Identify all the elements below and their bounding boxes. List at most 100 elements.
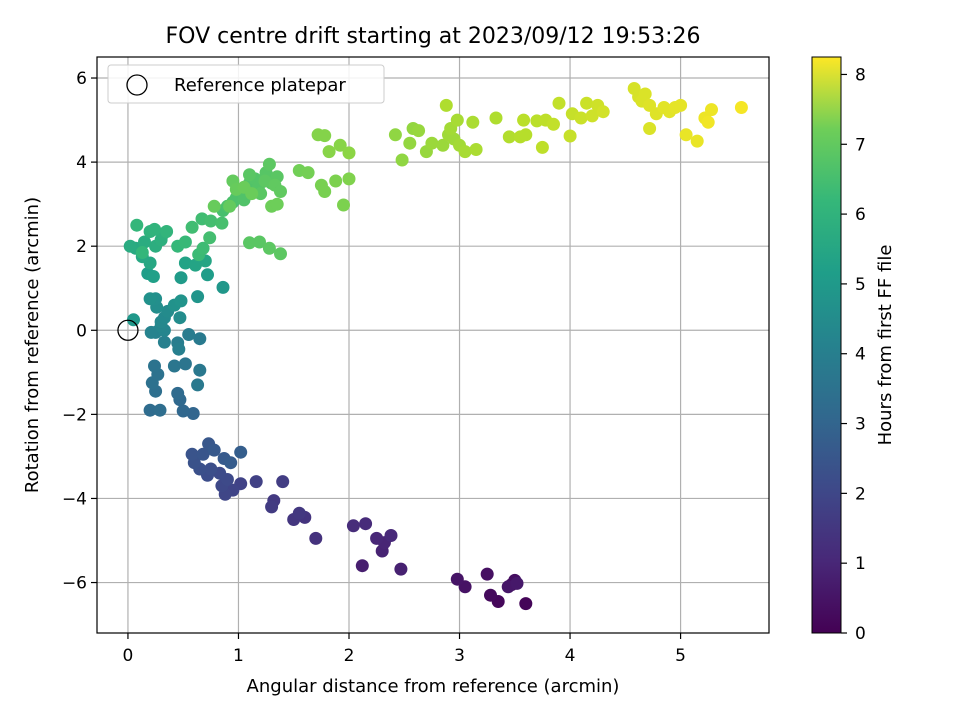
data-point bbox=[329, 174, 343, 188]
data-point bbox=[309, 531, 323, 545]
data-point bbox=[301, 166, 315, 180]
data-point bbox=[359, 517, 373, 531]
data-point bbox=[469, 143, 483, 156]
data-point bbox=[146, 270, 160, 283]
x-axis-ticks: 0 1 2 3 4 5 bbox=[123, 633, 686, 666]
data-point bbox=[412, 124, 426, 138]
data-point bbox=[596, 105, 610, 119]
legend-box bbox=[107, 64, 385, 104]
y-axis-label: Rotation from reference (arcmin) bbox=[22, 197, 43, 493]
data-point bbox=[186, 407, 200, 420]
legend: Reference platepar bbox=[107, 64, 385, 104]
colorbar-gradient bbox=[811, 56, 842, 634]
y-tick-label: −2 bbox=[62, 405, 87, 425]
data-point bbox=[276, 475, 290, 489]
data-point bbox=[207, 199, 221, 213]
data-point bbox=[249, 475, 263, 489]
data-point bbox=[185, 447, 199, 461]
data-point bbox=[585, 109, 599, 123]
data-point bbox=[196, 241, 210, 255]
data-point bbox=[262, 241, 276, 255]
data-point bbox=[144, 325, 158, 339]
x-axis-label: Angular distance from reference (arcmin) bbox=[247, 676, 620, 697]
data-point bbox=[234, 445, 248, 459]
data-point bbox=[193, 332, 207, 346]
data-point bbox=[701, 115, 715, 129]
data-point bbox=[201, 268, 214, 282]
data-point bbox=[254, 187, 268, 201]
data-point bbox=[355, 559, 369, 573]
data-point bbox=[552, 96, 566, 110]
colorbar-tick-label: 7 bbox=[855, 135, 866, 155]
data-point bbox=[157, 335, 171, 349]
data-point bbox=[160, 225, 174, 238]
data-point bbox=[346, 519, 360, 533]
data-point bbox=[458, 145, 472, 159]
data-point bbox=[519, 597, 533, 611]
data-point bbox=[196, 447, 210, 461]
x-tick-label: 1 bbox=[233, 646, 244, 666]
y-tick-label: 4 bbox=[76, 153, 87, 173]
data-point bbox=[638, 87, 652, 101]
legend-marker bbox=[126, 74, 148, 96]
data-point bbox=[370, 531, 384, 545]
data-point bbox=[215, 216, 229, 230]
data-point bbox=[450, 113, 464, 127]
data-point bbox=[574, 111, 588, 125]
data-point bbox=[143, 403, 157, 417]
data-point bbox=[318, 185, 332, 198]
data-point bbox=[243, 168, 256, 182]
data-point bbox=[679, 128, 693, 142]
colorbar-tick-label: 5 bbox=[855, 275, 866, 295]
data-point bbox=[734, 101, 748, 114]
data-point bbox=[182, 328, 196, 341]
data-point bbox=[204, 462, 218, 476]
data-point bbox=[394, 562, 408, 576]
data-point bbox=[547, 117, 560, 131]
data-point bbox=[172, 342, 186, 356]
data-point bbox=[143, 292, 157, 306]
data-point bbox=[519, 128, 533, 142]
data-point bbox=[224, 456, 238, 470]
data-point bbox=[130, 218, 144, 232]
data-point bbox=[173, 311, 187, 325]
data-point bbox=[245, 187, 259, 201]
colorbar-tick-label: 0 bbox=[855, 624, 866, 644]
data-point bbox=[643, 122, 657, 135]
colorbar-tick-label: 4 bbox=[855, 345, 866, 365]
data-point bbox=[517, 113, 531, 127]
x-tick-label: 2 bbox=[344, 646, 355, 666]
data-point bbox=[535, 140, 549, 154]
data-point bbox=[342, 146, 356, 160]
data-point bbox=[203, 231, 217, 245]
data-point bbox=[384, 529, 398, 542]
data-point bbox=[333, 138, 347, 152]
data-point bbox=[502, 130, 516, 144]
data-point bbox=[510, 576, 524, 590]
data-point bbox=[253, 235, 266, 249]
data-point bbox=[178, 256, 192, 270]
data-point bbox=[450, 572, 464, 586]
y-tick-label: −6 bbox=[62, 574, 87, 594]
data-point bbox=[342, 172, 356, 186]
data-point bbox=[563, 129, 577, 143]
y-tick-label: 2 bbox=[76, 237, 87, 257]
data-point bbox=[207, 443, 221, 457]
data-point bbox=[153, 403, 167, 417]
data-point bbox=[292, 506, 306, 520]
y-tick-label: −4 bbox=[62, 489, 87, 509]
data-point bbox=[174, 271, 188, 285]
data-point bbox=[270, 197, 284, 211]
data-point bbox=[322, 145, 336, 159]
data-point bbox=[674, 98, 688, 112]
data-point bbox=[127, 313, 140, 327]
data-point bbox=[425, 136, 439, 150]
data-point bbox=[403, 136, 417, 150]
data-point bbox=[148, 359, 161, 373]
data-points bbox=[117, 82, 748, 611]
data-point bbox=[216, 280, 230, 294]
x-tick-label: 5 bbox=[675, 646, 686, 666]
data-point bbox=[171, 386, 185, 400]
